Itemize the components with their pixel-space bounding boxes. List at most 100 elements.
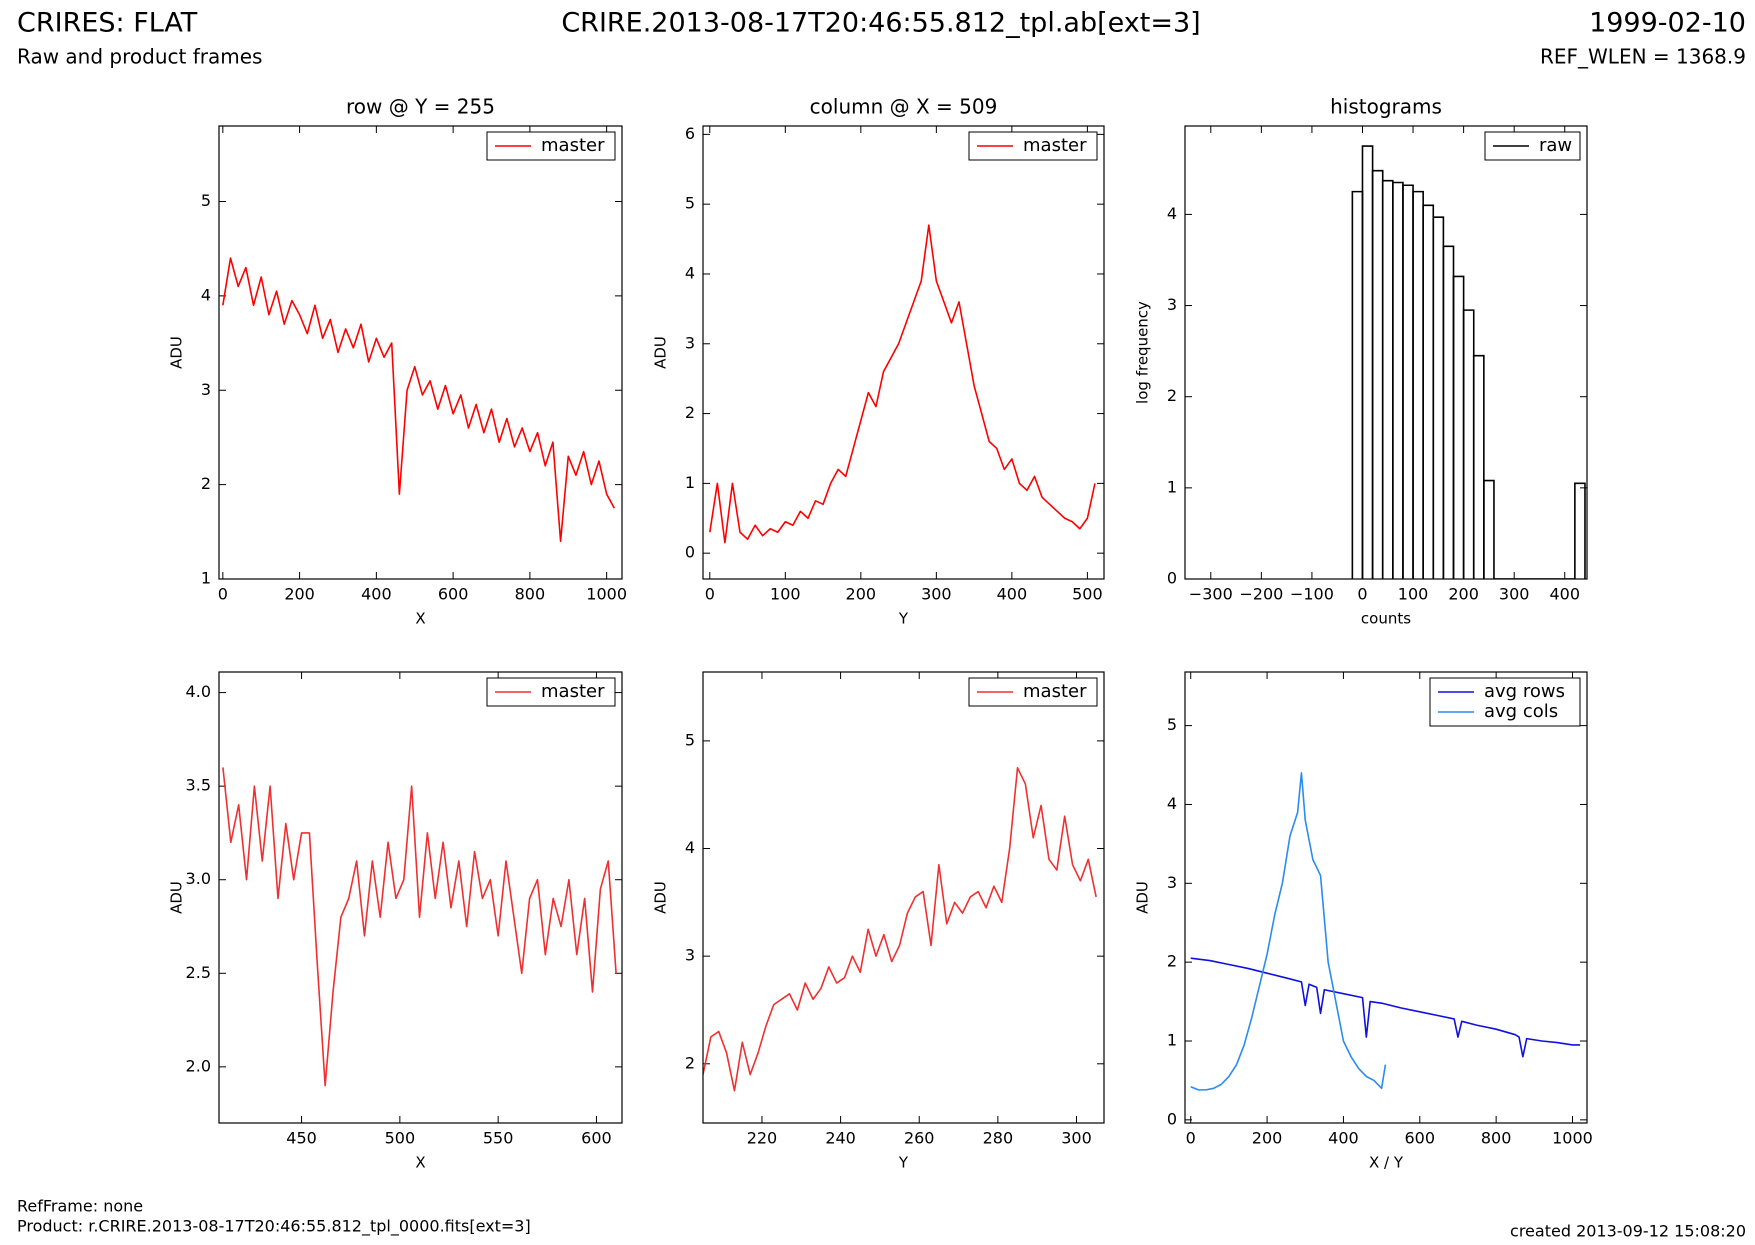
y-tick-label: 2 (685, 403, 695, 422)
panel: column @ X = 509 0 1 2 3 4 5 6 0 100 200 300 400 500 Y… (652, 95, 1105, 628)
x-tick-label: 100 (1398, 585, 1429, 604)
legend: master (968, 131, 1098, 161)
x-tick-label: −200 (1239, 585, 1283, 604)
y-tick-label: 0 (1167, 1109, 1177, 1128)
y-tick-label: 2.5 (186, 963, 211, 982)
axes-frame (218, 671, 623, 1124)
y-axis-label: log frequency (1134, 301, 1152, 404)
date: 1999-02-10 (1589, 8, 1746, 39)
y-tick-label: 3.0 (186, 869, 211, 888)
y-tick-label: 3 (685, 946, 695, 965)
y-tick-label: 5 (1167, 715, 1177, 734)
y-tick-label: 1 (1167, 477, 1177, 496)
x-tick-label: 1000 (586, 585, 627, 604)
x-tick-label: 200 (1252, 1129, 1283, 1148)
legend-label: avg rows (1484, 681, 1565, 702)
y-tick-label: 2 (201, 474, 211, 493)
plot-area (222, 767, 617, 1087)
y-tick-label: 0 (1167, 569, 1177, 588)
x-tick-label: 0 (705, 585, 715, 604)
series-line (222, 767, 617, 1087)
x-tick-label: 1000 (1552, 1129, 1593, 1148)
x-axis-label: counts (1361, 610, 1411, 628)
x-tick-label: 600 (581, 1129, 612, 1148)
x-tick-label: 800 (515, 585, 546, 604)
y-tick-label: 2 (685, 1053, 695, 1072)
axes-frame (702, 671, 1105, 1124)
y-tick-label: 5 (685, 730, 695, 749)
page-title: CRIRES: FLAT (17, 8, 198, 39)
y-tick-label: 5 (201, 191, 211, 210)
y-tick-label: 0 (685, 543, 695, 562)
legend-label: master (1023, 681, 1087, 702)
created: created 2013-09-12 15:08:20 (1510, 1222, 1746, 1241)
x-tick-label: 280 (983, 1129, 1014, 1148)
y-tick-label: 5 (685, 194, 695, 213)
x-tick-label: 600 (438, 585, 469, 604)
panel: 2 3 4 5 220 240 260 280 300 Y ADU master (652, 671, 1105, 1172)
series-line (1190, 772, 1387, 1091)
y-tick-label: 4 (1167, 794, 1177, 813)
y-tick-label: 6 (685, 124, 695, 143)
y-tick-label: 3 (1167, 295, 1177, 314)
x-axis-label: Y (898, 1154, 909, 1172)
legend-label: master (541, 135, 605, 156)
y-axis-label: ADU (652, 881, 670, 914)
x-tick-label: 450 (286, 1129, 317, 1148)
x-tick-label: 0 (1357, 585, 1367, 604)
x-tick-label: 300 (1061, 1129, 1092, 1148)
x-tick-label: 400 (1328, 1129, 1359, 1148)
panel-title: histograms (1330, 95, 1442, 119)
x-tick-label: 200 (1448, 585, 1479, 604)
legend: master (486, 131, 616, 161)
plot-area (1351, 145, 1586, 579)
y-tick-label: 2 (1167, 386, 1177, 405)
series-line (709, 224, 1096, 544)
legend-label: master (1023, 135, 1087, 156)
x-tick-label: −300 (1189, 585, 1233, 604)
axes-frame (702, 125, 1105, 580)
y-tick-label: 2.0 (186, 1056, 211, 1075)
y-tick-label: 4 (1167, 204, 1177, 223)
panel: histograms 0 1 2 3 4 −300 −200 −100 0 100 200 300 400… (1134, 95, 1588, 628)
legend-box (1429, 677, 1581, 727)
legend-label: avg cols (1484, 701, 1558, 722)
x-tick-label: 240 (825, 1129, 856, 1148)
plot-area (222, 257, 616, 543)
x-tick-label: 0 (1186, 1129, 1196, 1148)
y-tick-label: 3 (1167, 873, 1177, 892)
x-tick-label: 800 (1481, 1129, 1512, 1148)
x-tick-label: 500 (1072, 585, 1103, 604)
y-axis-label: ADU (168, 336, 186, 369)
x-tick-label: 500 (385, 1129, 416, 1148)
series-line (222, 257, 616, 543)
x-tick-label: 600 (1405, 1129, 1436, 1148)
y-axis-label: ADU (1134, 881, 1152, 914)
y-axis-label: ADU (652, 336, 670, 369)
x-tick-label: 200 (284, 585, 315, 604)
x-tick-label: 400 (1549, 585, 1580, 604)
x-tick-label: −100 (1290, 585, 1334, 604)
product: Product: r.CRIRE.2013-08-17T20:46:55.812… (17, 1217, 531, 1237)
panel: 0 1 2 3 4 5 0 200 400 600 800 1000 X / Y ADU avg rowsa… (1134, 671, 1593, 1172)
file-name: CRIRE.2013-08-17T20:46:55.812_tpl.ab[ext… (561, 8, 1200, 39)
histogram-bin (1574, 482, 1586, 579)
series-line (1190, 957, 1581, 1058)
y-tick-label: 1 (685, 473, 695, 492)
panel: row @ Y = 255 1 2 3 4 5 0 200 400 600 800 1000 X ADU m… (168, 95, 628, 628)
legend: master (968, 677, 1098, 707)
panel-title: column @ X = 509 (810, 95, 998, 119)
histogram-bin (1483, 479, 1495, 579)
x-tick-label: 300 (921, 585, 952, 604)
axes-frame (1184, 125, 1588, 580)
ref-frame: RefFrame: none (17, 1197, 143, 1216)
x-axis-label: Y (898, 610, 909, 628)
y-tick-label: 1 (201, 569, 211, 588)
panel-title: row @ Y = 255 (346, 95, 495, 119)
plot-area (709, 224, 1096, 544)
legend-label: raw (1539, 135, 1572, 156)
x-axis-label: X / Y (1369, 1154, 1404, 1172)
x-tick-label: 400 (361, 585, 392, 604)
